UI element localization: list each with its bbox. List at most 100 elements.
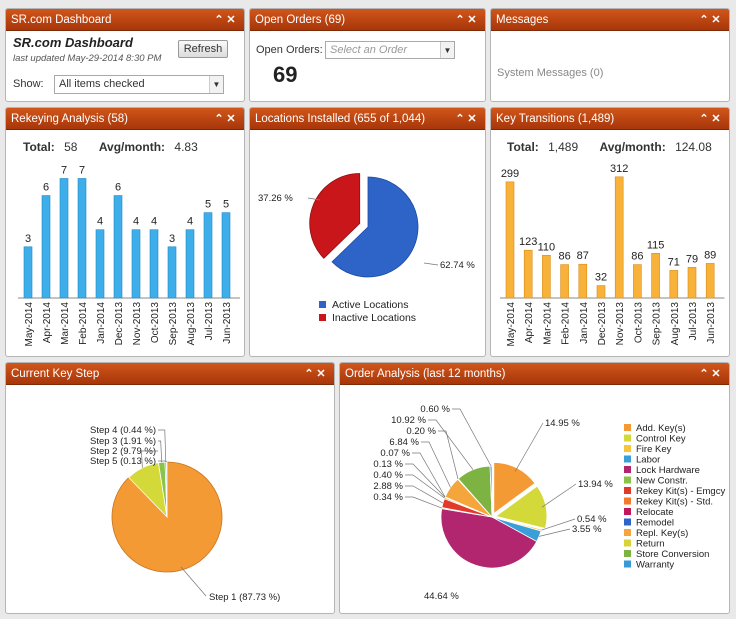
panel-header[interactable]: Key Transitions (1,489) ⌃✕ [491,108,729,130]
leader-line [158,429,167,463]
legend-label: Rekey Kit(s) - Std. [636,497,713,508]
panel-header[interactable]: SR.com Dashboard ⌃✕ [6,9,244,31]
close-icon[interactable]: ✕ [711,14,723,26]
bar [705,263,715,299]
close-icon[interactable]: ✕ [467,14,479,26]
close-icon[interactable]: ✕ [467,113,479,125]
close-icon[interactable]: ✕ [226,14,238,26]
bar [596,285,606,299]
system-messages-link[interactable]: System Messages (0) [497,67,604,79]
data-label: Step 1 (87.73 %) [209,592,280,603]
tick-label: Apr-2014 [524,302,535,344]
tick-label: Feb-2014 [561,302,572,345]
legend-swatch [624,445,631,452]
data-label: 87 [577,250,589,262]
tick-label: Jun-2013 [222,302,233,344]
legend-label: Warranty [636,560,674,571]
chevron-down-icon[interactable]: ▼ [209,76,223,93]
data-label: 312 [610,163,628,175]
total-label: Total: [23,140,55,154]
data-label: 3.55 % [572,524,602,535]
legend-swatch [624,434,631,442]
legend-swatch [624,424,631,431]
panel-header[interactable]: Open Orders (69) ⌃✕ [250,9,485,31]
data-label: 10.92 % [391,415,426,426]
bar [167,246,177,299]
order-analysis-pie-chart: 14.95 % 13.94 % 0.54 %3.55 % 44.64 % 0.60 %1… [373,404,725,602]
leader-line [158,440,163,463]
tick-label: Apr-2014 [42,302,53,344]
show-select[interactable]: All items checked ▼ [54,75,224,94]
collapse-icon[interactable]: ⌃ [214,14,226,26]
bar [578,263,588,299]
last-updated-text: last updated May-29-2014 8:30 PM [13,53,162,64]
bar [131,229,141,299]
leader-line [405,496,442,509]
bar [185,229,195,299]
tick-label: Jun-2013 [706,302,717,344]
close-icon[interactable]: ✕ [711,368,723,380]
current-key-step-panel: Current Key Step ⌃✕ Step 1 (87.73 %) Step… [5,362,335,614]
collapse-icon[interactable]: ⌃ [699,113,711,125]
data-label: 32 [595,272,607,284]
show-select-value: All items checked [59,78,145,90]
collapse-icon[interactable]: ⌃ [699,368,711,380]
tick-label: Sep-2013 [168,302,179,346]
collapse-icon[interactable]: ⌃ [455,14,467,26]
data-label: 0.20 % [406,426,436,437]
data-label: Step 5 (0.13 %) [90,456,156,467]
data-label: 4 [187,216,193,228]
order-select[interactable]: Select an Order ▼ [325,41,455,59]
tick-label: Jan-2014 [96,302,107,344]
legend-label: New Constr. [636,476,688,487]
data-label: 7 [61,164,67,176]
panel-header[interactable]: Current Key Step ⌃✕ [6,363,334,385]
close-icon[interactable]: ✕ [316,368,328,380]
panel-header[interactable]: Order Analysis (last 12 months) ⌃✕ [340,363,729,385]
panel-title: Open Orders (69) [255,14,346,26]
legend-label: Fire Key [636,444,672,455]
tick-label: Oct-2013 [633,302,644,344]
data-label: 44.64 % [424,591,459,602]
chevron-down-icon[interactable]: ▼ [440,42,454,58]
refresh-button[interactable]: Refresh [178,40,228,58]
bar [203,212,213,299]
data-label: 0.34 % [373,492,403,503]
leader-line [307,197,321,201]
collapse-icon[interactable]: ⌃ [304,368,316,380]
close-icon[interactable]: ✕ [226,113,238,125]
leader-line [428,419,474,470]
tick-label: Nov-2013 [615,302,626,346]
panel-title: Locations Installed (655 of 1,044) [255,113,426,125]
tick-label: Jul-2013 [688,302,699,341]
panel-header[interactable]: Rekeying Analysis (58) ⌃✕ [6,108,244,130]
data-label: 14.95 % [545,418,580,429]
leader-line [438,430,459,480]
data-label: 5 [205,199,211,211]
bar [221,212,231,299]
panel-header[interactable]: Messages ⌃✕ [491,9,729,31]
panel-title: Messages [496,14,549,26]
bar [23,246,33,299]
panel-title: Current Key Step [11,368,100,380]
collapse-icon[interactable]: ⌃ [214,113,226,125]
close-icon[interactable]: ✕ [711,113,723,125]
leader-line [541,518,576,531]
collapse-icon[interactable]: ⌃ [699,14,711,26]
data-label: Step 3 (1.91 %) [90,436,156,447]
bar [687,267,697,299]
data-label: 110 [538,241,556,253]
tick-label: Mar-2014 [542,302,553,345]
tick-label: Aug-2013 [670,302,681,346]
data-label: 37.26 % [258,193,293,204]
data-label: 2.88 % [373,481,403,492]
panel-title: Key Transitions (1,489) [496,113,615,125]
legend-label: Rekey Kit(s) - Emgcy [636,486,725,497]
collapse-icon[interactable]: ⌃ [455,113,467,125]
tick-label: Mar-2014 [60,302,71,345]
legend-swatch [624,476,631,484]
panel-header[interactable]: Locations Installed (655 of 1,044) ⌃✕ [250,108,485,130]
bar [77,178,87,299]
open-orders-panel: Open Orders (69) ⌃✕ Open Orders: Select … [249,8,486,102]
